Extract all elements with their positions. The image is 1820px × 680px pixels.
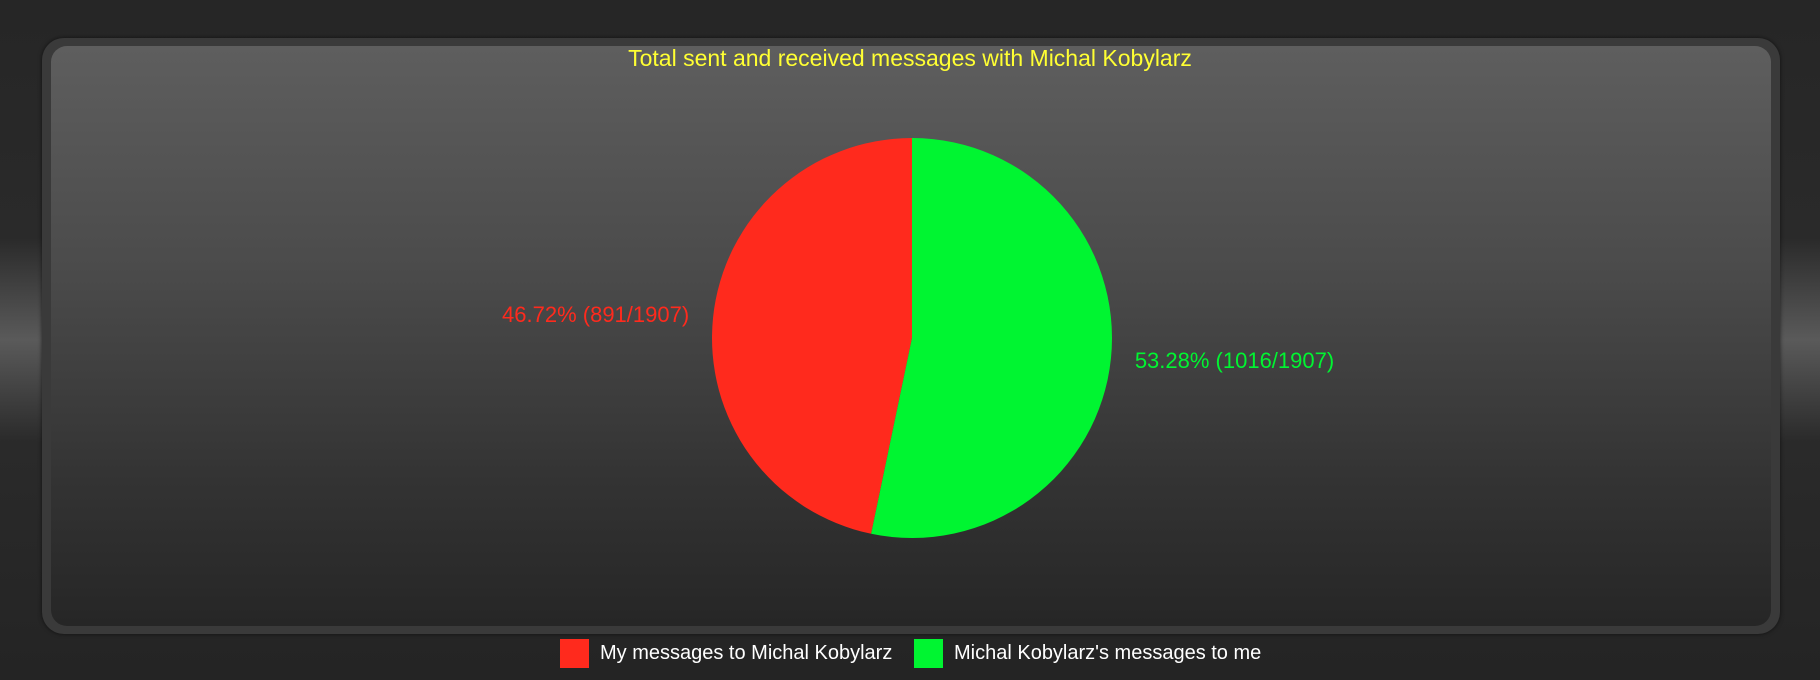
legend-swatch-my-messages <box>560 638 589 668</box>
pie-data-labels: 46.72% (891/1907) 53.28% (1016/1907) <box>502 302 1334 373</box>
pie-slice-my-messages[interactable] <box>712 138 912 534</box>
legend-swatch-their-messages <box>914 638 943 668</box>
pie-slice-their-messages[interactable] <box>871 138 1112 538</box>
legend-item-their-messages[interactable]: Michal Kobylarz's messages to me <box>914 637 1261 669</box>
legend-label-my-messages: My messages to Michal Kobylarz <box>600 641 893 664</box>
chart-title: Total sent and received messages with Mi… <box>628 45 1192 71</box>
data-label-my-messages: 46.72% (891/1907) <box>502 302 689 327</box>
pie-slices <box>712 138 1112 538</box>
legend-item-my-messages[interactable]: My messages to Michal Kobylarz <box>560 637 892 669</box>
legend-label-their-messages: Michal Kobylarz's messages to me <box>954 641 1262 664</box>
data-label-their-messages: 53.28% (1016/1907) <box>1135 348 1334 373</box>
